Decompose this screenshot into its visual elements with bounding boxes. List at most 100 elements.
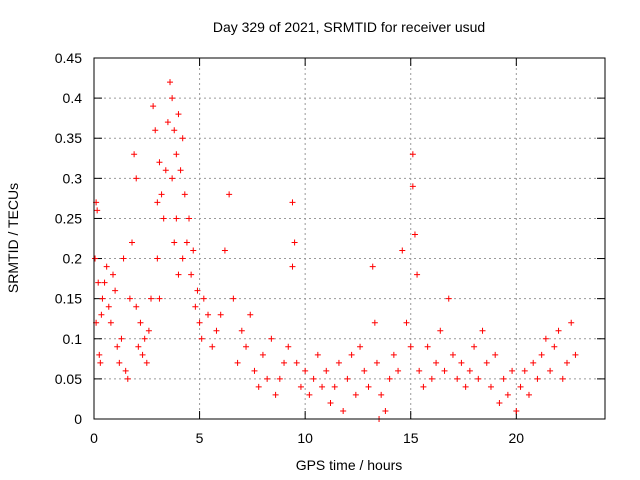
data-point-marker [433, 359, 440, 366]
data-point-marker [217, 311, 224, 318]
data-point-marker [551, 343, 558, 350]
data-point-marker [162, 167, 169, 174]
data-point-marker [420, 383, 427, 390]
data-point-marker [390, 351, 397, 358]
data-point-marker [141, 335, 148, 342]
data-point-marker [139, 351, 146, 358]
data-point-marker [525, 391, 532, 398]
data-point-marker [110, 271, 117, 278]
data-point-marker [492, 351, 499, 358]
data-point-marker [173, 215, 180, 222]
data-point-marker [156, 295, 163, 302]
data-point-marker [513, 407, 520, 414]
data-point-marker [285, 343, 292, 350]
data-point-marker [409, 183, 416, 190]
y-tick-label: 0.15 [55, 291, 82, 307]
data-point-marker [487, 383, 494, 390]
data-point-marker [99, 295, 106, 302]
data-point-marker [112, 287, 119, 294]
data-point-marker [173, 151, 180, 158]
data-point-marker [167, 79, 174, 86]
data-point-marker [97, 359, 104, 366]
data-point-marker [126, 295, 133, 302]
data-point-marker [416, 367, 423, 374]
data-point-marker [177, 167, 184, 174]
data-point-marker [133, 175, 140, 182]
x-axis-title: GPS time / hours [296, 457, 403, 473]
data-point-marker [395, 367, 402, 374]
data-point-marker [348, 351, 355, 358]
data-point-marker [386, 375, 393, 382]
data-point-marker [424, 343, 431, 350]
data-point-marker [192, 303, 199, 310]
data-point-marker [148, 295, 155, 302]
y-tick-label: 0.4 [63, 90, 83, 106]
data-point-marker [154, 255, 161, 262]
data-point-marker [92, 255, 99, 262]
data-point-marker [407, 343, 414, 350]
x-tick-label: 5 [196, 430, 204, 446]
y-tick-label: 0.25 [55, 210, 82, 226]
data-point-marker [238, 327, 245, 334]
data-point-marker [247, 311, 254, 318]
data-point-marker [188, 271, 195, 278]
data-point-marker [120, 255, 127, 262]
data-point-marker [378, 391, 385, 398]
data-point-marker [205, 311, 212, 318]
data-point-marker [196, 319, 203, 326]
data-point-marker [445, 295, 452, 302]
data-point-marker [171, 239, 178, 246]
data-point-marker [331, 383, 338, 390]
grid-layer [94, 58, 605, 419]
data-point-marker [357, 343, 364, 350]
data-point-marker [547, 367, 554, 374]
data-point-marker [194, 287, 201, 294]
data-point-marker [179, 135, 186, 142]
data-point-marker [319, 383, 326, 390]
data-point-marker [94, 207, 101, 214]
data-point-marker [158, 191, 165, 198]
data-point-marker [101, 279, 108, 286]
y-tick-label: 0.2 [63, 251, 83, 267]
data-point-marker [255, 383, 262, 390]
data-point-marker [538, 351, 545, 358]
data-point-marker [156, 159, 163, 166]
data-point-marker [114, 343, 121, 350]
data-point-marker [145, 327, 152, 334]
data-point-marker [411, 231, 418, 238]
data-point-marker [124, 375, 131, 382]
data-point-marker [449, 351, 456, 358]
data-point-marker [437, 327, 444, 334]
data-point-marker [306, 391, 313, 398]
data-point-marker [555, 327, 562, 334]
data-point-marker [118, 335, 125, 342]
data-point-marker [458, 359, 465, 366]
data-point-marker [517, 383, 524, 390]
data-point-marker [276, 375, 283, 382]
data-point-marker [243, 343, 250, 350]
data-point-marker [496, 399, 503, 406]
data-point-marker [264, 375, 271, 382]
data-point-marker [568, 319, 575, 326]
data-point-marker [135, 343, 142, 350]
data-point-marker [409, 151, 416, 158]
data-point-marker [169, 175, 176, 182]
data-point-marker [466, 367, 473, 374]
data-point-marker [373, 359, 380, 366]
data-point-marker [289, 263, 296, 270]
data-point-marker [361, 367, 368, 374]
data-point-marker [105, 303, 112, 310]
data-point-marker [198, 335, 205, 342]
data-point-marker [190, 247, 197, 254]
data-point-marker [509, 367, 516, 374]
data-point-marker [122, 367, 129, 374]
data-point-marker [563, 359, 570, 366]
y-tick-label: 0.45 [55, 50, 82, 66]
data-point-marker [369, 263, 376, 270]
data-point-marker [95, 279, 102, 286]
data-point-marker [171, 127, 178, 134]
data-point-marker [471, 343, 478, 350]
data-point-marker [462, 383, 469, 390]
data-point-marker [160, 215, 167, 222]
data-point-marker [428, 375, 435, 382]
